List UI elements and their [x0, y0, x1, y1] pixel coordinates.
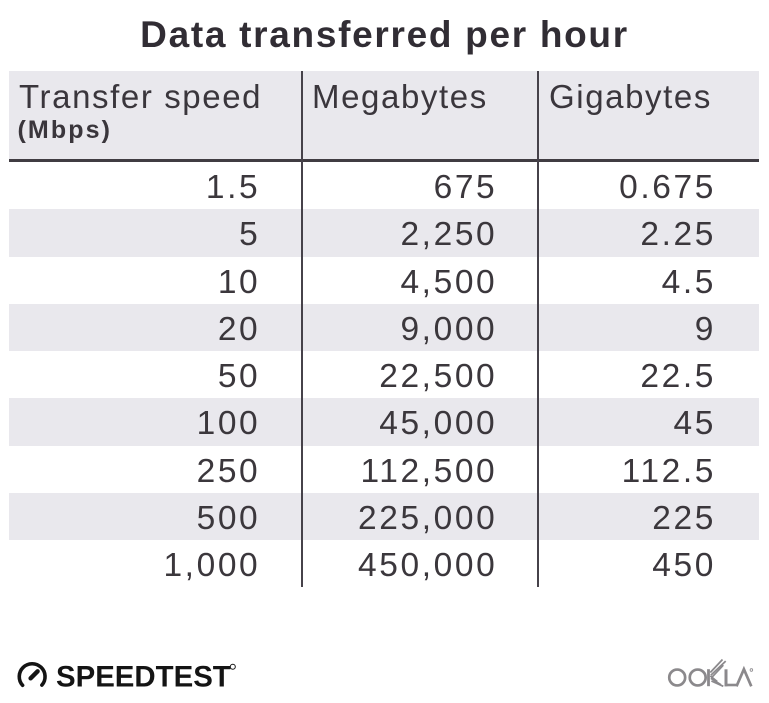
- svg-text:SPEEDTEST: SPEEDTEST: [56, 661, 231, 694]
